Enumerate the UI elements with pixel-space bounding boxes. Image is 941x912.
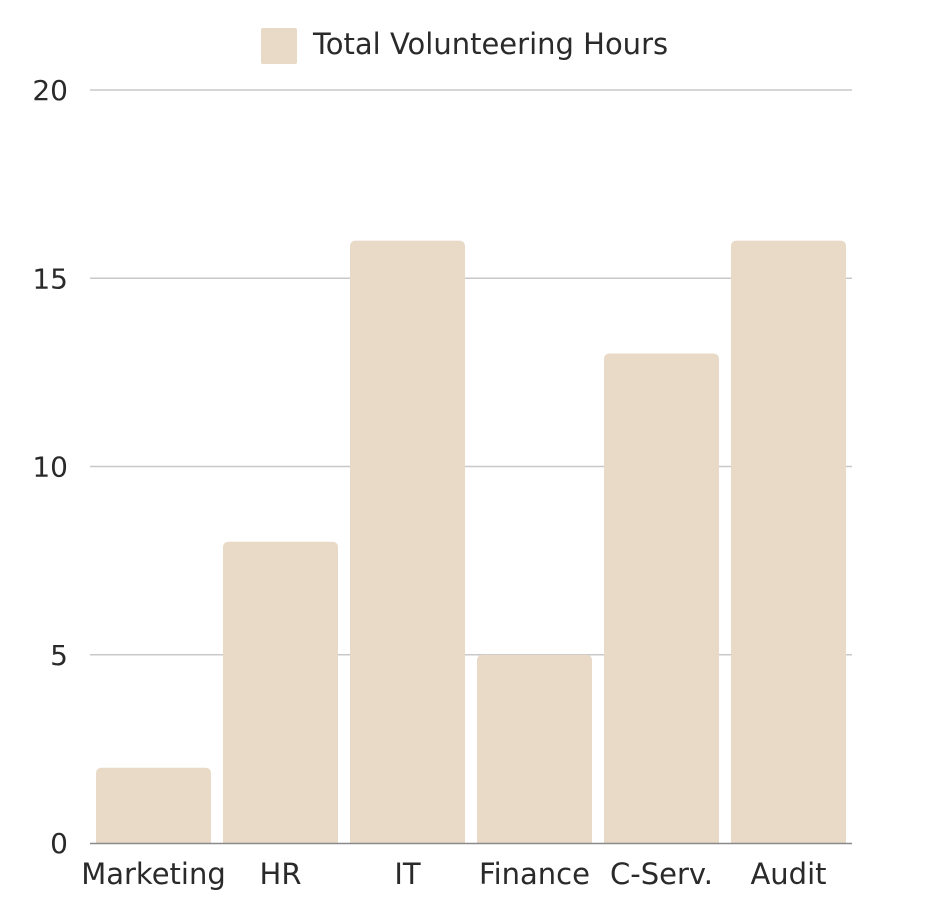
x-axis-labels: Marketing HR IT Finance C-Serv. Audit xyxy=(81,857,826,891)
y-tick-label: 5 xyxy=(50,639,68,672)
legend-swatch xyxy=(261,28,297,64)
bars xyxy=(96,240,846,844)
y-axis-ticks: 0 5 10 15 20 xyxy=(32,74,68,860)
gridlines xyxy=(90,89,852,656)
y-tick-label: 10 xyxy=(32,451,68,484)
legend: Total Volunteering Hours xyxy=(261,27,668,64)
y-tick-label: 0 xyxy=(50,827,68,860)
bar-c-serv xyxy=(604,353,719,843)
x-tick-label: Finance xyxy=(479,857,590,891)
bar-marketing xyxy=(96,767,211,843)
bar-finance xyxy=(477,654,592,843)
bar-hr xyxy=(223,541,338,843)
x-tick-label: Marketing xyxy=(81,857,226,891)
bar-audit xyxy=(731,240,846,844)
x-tick-label: Audit xyxy=(750,857,826,891)
y-tick-label: 15 xyxy=(32,262,68,295)
x-tick-label: IT xyxy=(394,857,421,891)
x-tick-label: C-Serv. xyxy=(610,857,713,891)
legend-label: Total Volunteering Hours xyxy=(312,27,668,61)
x-tick-label: HR xyxy=(260,857,302,891)
bar-it xyxy=(350,240,465,844)
y-tick-label: 20 xyxy=(32,74,68,107)
